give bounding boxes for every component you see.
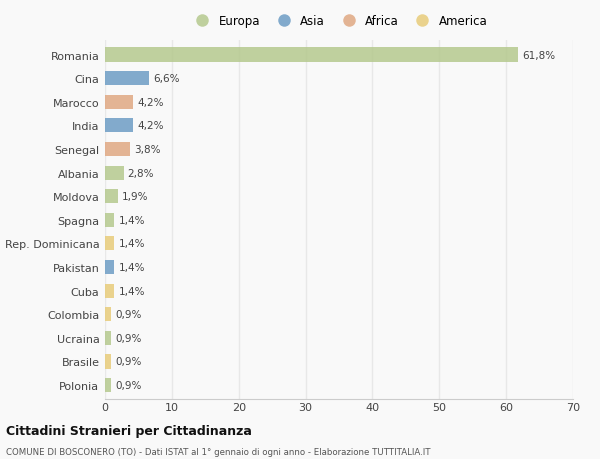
Text: 1,9%: 1,9% bbox=[122, 192, 148, 202]
Text: 0,9%: 0,9% bbox=[115, 380, 142, 390]
Text: 0,9%: 0,9% bbox=[115, 357, 142, 367]
Legend: Europa, Asia, Africa, America: Europa, Asia, Africa, America bbox=[187, 12, 491, 32]
Text: 0,9%: 0,9% bbox=[115, 333, 142, 343]
Bar bbox=[105, 143, 130, 157]
Text: 2,8%: 2,8% bbox=[128, 168, 154, 178]
Bar bbox=[105, 48, 518, 62]
Bar bbox=[105, 284, 115, 298]
Text: 1,4%: 1,4% bbox=[118, 239, 145, 249]
Text: 4,2%: 4,2% bbox=[137, 98, 164, 107]
Text: Cittadini Stranieri per Cittadinanza: Cittadini Stranieri per Cittadinanza bbox=[6, 425, 252, 437]
Bar bbox=[105, 331, 111, 345]
Bar bbox=[105, 72, 149, 86]
Text: 4,2%: 4,2% bbox=[137, 121, 164, 131]
Bar bbox=[105, 166, 124, 180]
Text: 1,4%: 1,4% bbox=[118, 215, 145, 225]
Text: 6,6%: 6,6% bbox=[153, 74, 179, 84]
Text: 3,8%: 3,8% bbox=[134, 145, 161, 155]
Bar bbox=[105, 119, 133, 133]
Bar bbox=[105, 354, 111, 369]
Text: 1,4%: 1,4% bbox=[118, 263, 145, 273]
Text: 0,9%: 0,9% bbox=[115, 309, 142, 319]
Bar bbox=[105, 190, 118, 204]
Text: COMUNE DI BOSCONERO (TO) - Dati ISTAT al 1° gennaio di ogni anno - Elaborazione : COMUNE DI BOSCONERO (TO) - Dati ISTAT al… bbox=[6, 448, 431, 457]
Text: 1,4%: 1,4% bbox=[118, 286, 145, 296]
Bar bbox=[105, 308, 111, 322]
Bar bbox=[105, 378, 111, 392]
Bar bbox=[105, 95, 133, 110]
Text: 61,8%: 61,8% bbox=[522, 50, 556, 61]
Bar bbox=[105, 237, 115, 251]
Bar bbox=[105, 260, 115, 274]
Bar bbox=[105, 213, 115, 227]
